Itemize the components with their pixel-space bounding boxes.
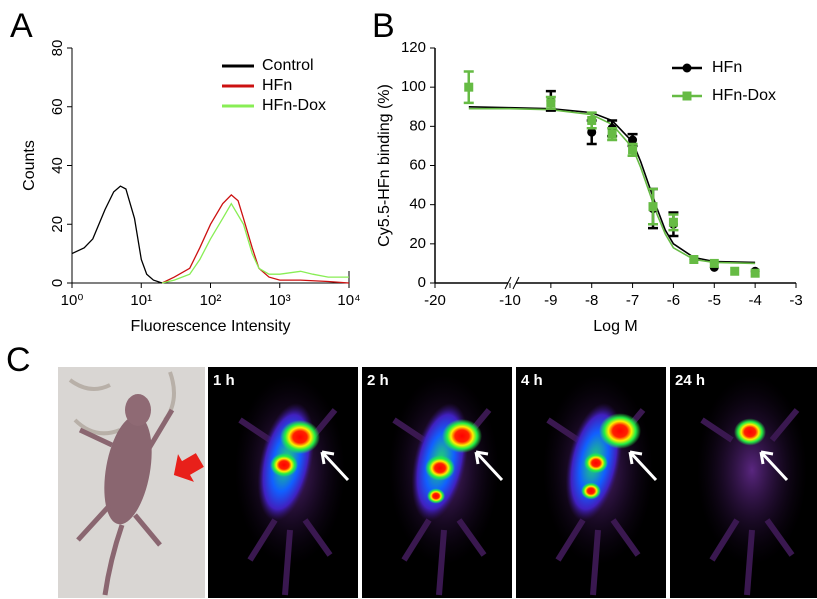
y-tick-label: 100 (401, 78, 426, 95)
y-axis-label: Cy5.5-HFn binding (%) (376, 84, 393, 247)
mouse-body (104, 415, 152, 525)
marker (587, 115, 597, 125)
histogram-line (161, 202, 349, 284)
hot-spot (280, 420, 320, 454)
y-tick-label: 80 (49, 40, 66, 57)
time-label: 4 h (521, 372, 543, 389)
white-arrow (320, 450, 350, 482)
x-tick-label: -20 (424, 292, 446, 309)
marker (730, 266, 740, 276)
time-label: 24 h (675, 372, 705, 389)
imaging-panels: 1 h 2 h 4 h 24 h (208, 367, 817, 598)
y-tick-label: 20 (409, 235, 426, 252)
mouse-limbs (76, 408, 175, 596)
y-tick-label: 20 (49, 216, 66, 233)
white-arrow (474, 450, 504, 482)
legend-label: HFn (712, 59, 742, 76)
hot-spot (425, 455, 455, 481)
imaging-panel: 24 h (670, 367, 817, 598)
hot-spot (581, 482, 601, 500)
marker (628, 135, 638, 145)
x-axis-label: Log M (593, 318, 637, 335)
y-tick-label: 0 (49, 279, 66, 287)
hot-spot (427, 488, 445, 504)
limb-glow (700, 408, 800, 596)
y-tick-label: 120 (401, 39, 426, 56)
x-tick-label: 10² (200, 292, 222, 309)
y-tick-label: 40 (49, 157, 66, 174)
y-tick-label: 60 (49, 98, 66, 115)
y-tick-label: 0 (418, 274, 426, 291)
red-arrow (173, 453, 204, 482)
marker (628, 145, 638, 155)
legend-label: HFn-Dox (262, 97, 326, 114)
mouse-photo (58, 367, 205, 598)
marker (750, 268, 760, 278)
white-arrow (759, 450, 789, 482)
time-label: 2 h (367, 372, 389, 389)
marker (587, 127, 597, 137)
x-tick-label: -6 (667, 292, 680, 309)
legend-label: Control (262, 57, 314, 74)
chart: 0 20 40 60 80 10⁰ 10¹ 10² 10³ 10⁴ Fluorescence Int… (21, 40, 360, 336)
x-tick-label: 10⁴ (337, 292, 360, 309)
legend-label: HFn-Dox (712, 87, 776, 104)
y-tick-label: 80 (409, 117, 426, 134)
marker (607, 129, 617, 139)
x-tick-label: -7 (626, 292, 639, 309)
imaging-panel: 4 h (516, 367, 666, 598)
marker (682, 91, 692, 101)
panel-label: B (372, 7, 395, 45)
imaging-panel: 1 h (208, 367, 358, 598)
limb-glow (238, 408, 338, 596)
hot-spot (599, 413, 641, 449)
x-tick-label: -8 (585, 292, 598, 309)
axis (71, 48, 350, 284)
x-tick-label: 10³ (269, 292, 291, 309)
body-glow (697, 375, 807, 565)
x-tick-label: -5 (708, 292, 721, 309)
x-tick-label: -9 (544, 292, 557, 309)
x-axis-label: Fluorescence Intensity (130, 318, 290, 335)
y-axis-label: Counts (21, 140, 38, 191)
mouse-head (125, 394, 151, 426)
hot-spot (442, 419, 482, 453)
y-tick-label: 40 (409, 196, 426, 213)
hot-spot (584, 452, 608, 474)
panel-label: C (6, 341, 31, 379)
marker (709, 258, 719, 268)
hot-spot (734, 418, 766, 446)
x-tick-label: -10 (499, 292, 521, 309)
hot-spot (270, 453, 298, 477)
white-arrow (628, 450, 658, 482)
panel-label: A (10, 7, 33, 45)
axis-break (504, 276, 520, 290)
marker (546, 98, 556, 108)
x-tick-label: 10¹ (130, 292, 152, 309)
x-tick-label: -3 (789, 292, 802, 309)
marker (464, 82, 474, 92)
chart: 0 20 40 60 80 100 120 -20 -10 -9 -8 -7 -6 -5 -4 -3 Log M… (376, 39, 802, 335)
marker (668, 217, 678, 227)
marker (682, 63, 692, 73)
time-label: 1 h (213, 372, 235, 389)
marker (648, 202, 658, 212)
histogram-line (71, 185, 163, 284)
marker (689, 255, 699, 264)
histogram-line (161, 194, 350, 284)
legend-label: HFn (262, 77, 292, 94)
x-tick-label: -4 (748, 292, 761, 309)
x-tick-label: 10⁰ (61, 292, 84, 309)
imaging-panel: 2 h (362, 367, 512, 598)
y-tick-label: 60 (409, 156, 426, 173)
